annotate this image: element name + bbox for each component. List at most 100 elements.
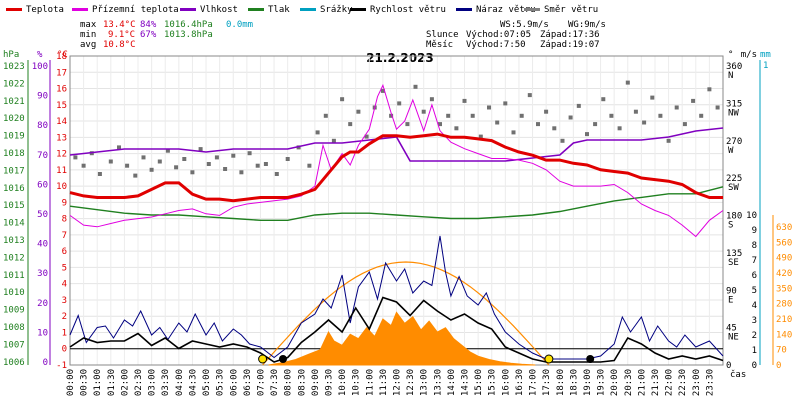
wind-direction-point	[429, 97, 434, 102]
x-tick-label: 16:00	[501, 369, 511, 396]
wind-direction-point	[691, 98, 696, 103]
wind-direction-point	[633, 109, 638, 114]
legend-swatch	[524, 8, 540, 11]
wind-tick-label: 9	[752, 226, 757, 236]
stat-max-rain: 0.0mm	[226, 20, 253, 30]
humidity-tick-label: 10	[37, 328, 48, 338]
pressure-tick-label: 1009	[3, 306, 25, 316]
wind-direction-point	[141, 155, 146, 160]
x-tick-label: 10:00	[338, 369, 348, 396]
wind-direction-point	[503, 101, 508, 106]
wind-direction-point	[133, 173, 138, 178]
legend-swatch	[180, 8, 196, 11]
wind-direction-point	[263, 162, 268, 166]
wind-direction-point	[413, 84, 418, 89]
pressure-tick-label: 1006	[3, 358, 25, 368]
x-tick-label: 14:30	[461, 369, 471, 396]
humidity-tick-label: 100	[32, 62, 48, 72]
solar-tick-label: 630	[776, 223, 792, 233]
temp-tick-label: 7	[62, 231, 67, 241]
moonrise-marker	[279, 355, 287, 363]
wind-direction-point	[81, 163, 86, 168]
direction-tick-label: 90	[726, 286, 737, 296]
temp-tick-label: 15	[56, 101, 67, 111]
wind-tick-label: 1	[752, 346, 757, 356]
pressure-tick-label: 1010	[3, 288, 25, 298]
wind-direction-point	[601, 97, 606, 102]
wind-direction-point	[73, 155, 78, 160]
wind-direction-point	[527, 93, 532, 98]
wind-direction-point	[658, 113, 663, 118]
legend-label: Srážky	[320, 5, 353, 15]
direction-tick-label: 0	[726, 361, 731, 371]
direction-tick-label: 270	[726, 137, 742, 147]
moonset-marker	[586, 355, 595, 363]
humidity-tick-label: 50	[37, 210, 48, 220]
temp-tick-label: 4	[62, 280, 67, 290]
ground-temperature-line	[69, 83, 724, 238]
wind-direction-point	[699, 113, 704, 118]
wind-direction-point	[356, 109, 361, 114]
legend-label: Přízemní teplota	[92, 5, 179, 15]
wind-tick-label: 3	[752, 316, 757, 326]
x-tick-label: 05:00	[202, 369, 212, 396]
x-tick-label: 18:00	[556, 369, 566, 396]
wind-direction-point	[421, 109, 426, 114]
wind-direction-point	[331, 138, 336, 143]
x-tick-label: 11:00	[365, 369, 375, 396]
x-tick-label: 13:00	[420, 369, 430, 396]
wind-direction-point	[247, 151, 252, 156]
x-tick-label: 21:30	[651, 369, 661, 396]
wind-direction-point	[117, 145, 121, 150]
wind-direction-point	[307, 163, 312, 168]
solar-tick-label: 140	[776, 330, 792, 340]
x-tick-label: 07:30	[270, 369, 280, 396]
humidity-tick-label: 70	[37, 151, 48, 161]
x-tick-label: 03:00	[148, 369, 158, 396]
x-tick-label: 20:30	[624, 369, 634, 396]
legend-swatch	[72, 8, 88, 11]
pressure-tick-label: 1014	[3, 219, 25, 229]
wind-direction-point	[340, 97, 345, 102]
x-tick-label: 10:30	[352, 369, 362, 396]
astro-block: WS:5.9m/s WG:9m/s Slunce Východ:07:05 Zá…	[426, 20, 606, 50]
x-tick-label: 23:00	[692, 369, 702, 396]
direction-tick-label: 45	[726, 324, 737, 334]
wind-direction-point	[715, 105, 720, 110]
temp-tick-label: 2	[62, 312, 67, 322]
temp-tick-label: 1	[62, 328, 67, 338]
wind-direction-point	[323, 113, 328, 118]
wind-tick-label: 8	[752, 241, 757, 251]
pressure-tick-label: 1011	[3, 271, 25, 281]
legend-label: Směr větru	[544, 5, 598, 15]
sunrise-marker	[258, 354, 268, 364]
sunset-marker	[544, 354, 554, 364]
humidity-tick-label: 80	[37, 121, 48, 131]
x-tick-label: 05:30	[216, 369, 226, 396]
wind-direction-point	[478, 134, 483, 139]
stat-min-humidity: 67%	[140, 30, 157, 40]
moonrise-text: Východ:7:50	[466, 40, 526, 50]
wind-speed-info: WS:5.9m/s	[500, 20, 549, 30]
wind-direction-point	[149, 167, 154, 172]
temp-tick-label: 11	[56, 166, 67, 176]
legend-label: Teplota	[26, 5, 64, 15]
x-tick-label: 15:00	[474, 369, 484, 396]
x-tick-label: 11:30	[379, 369, 389, 396]
stat-max-pressure: 1016.4hPa	[164, 20, 213, 30]
wind-direction-point	[495, 120, 500, 125]
stat-max-temp: 13.4°C	[103, 20, 136, 30]
legend: Teplota Přízemní teplota Vlhkost Tlak Srážky…	[6, 5, 598, 15]
wind-direction-point	[650, 95, 655, 100]
wind-tick-label: 10	[746, 211, 757, 221]
legend-label: Náraz větru	[476, 5, 536, 15]
x-tick-label: 09:00	[311, 369, 321, 396]
temp-tick-label: 17	[56, 68, 67, 78]
x-tick-label: 17:00	[529, 369, 539, 396]
wind-direction-point	[707, 87, 712, 92]
sunrise-text: Východ:07:05	[466, 30, 531, 40]
moonset-text: Západ:19:07	[540, 40, 600, 50]
direction-tick-label: 360	[726, 62, 742, 72]
stat-max-label: max	[80, 20, 97, 30]
solar-tick-label: 0	[776, 361, 781, 371]
